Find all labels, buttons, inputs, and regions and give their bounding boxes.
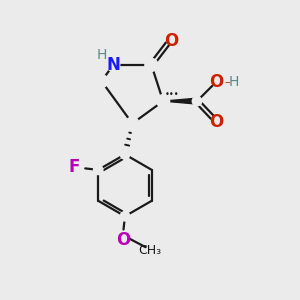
Text: O: O [210,73,224,91]
Text: O: O [210,113,224,131]
Text: N: N [106,56,120,74]
Circle shape [126,117,139,130]
Circle shape [95,75,108,88]
Circle shape [107,58,120,71]
Text: F: F [68,158,80,176]
Circle shape [145,58,158,71]
Text: CH₃: CH₃ [138,244,162,257]
Text: •••: ••• [165,90,179,99]
Text: O: O [164,32,178,50]
Circle shape [120,150,130,159]
Circle shape [157,94,169,108]
Circle shape [192,96,202,106]
Circle shape [94,165,103,175]
Circle shape [120,212,130,221]
Text: H: H [97,49,107,62]
Polygon shape [163,98,197,104]
Text: H: H [228,75,239,89]
Text: –: – [225,77,230,87]
Text: O: O [116,231,130,249]
